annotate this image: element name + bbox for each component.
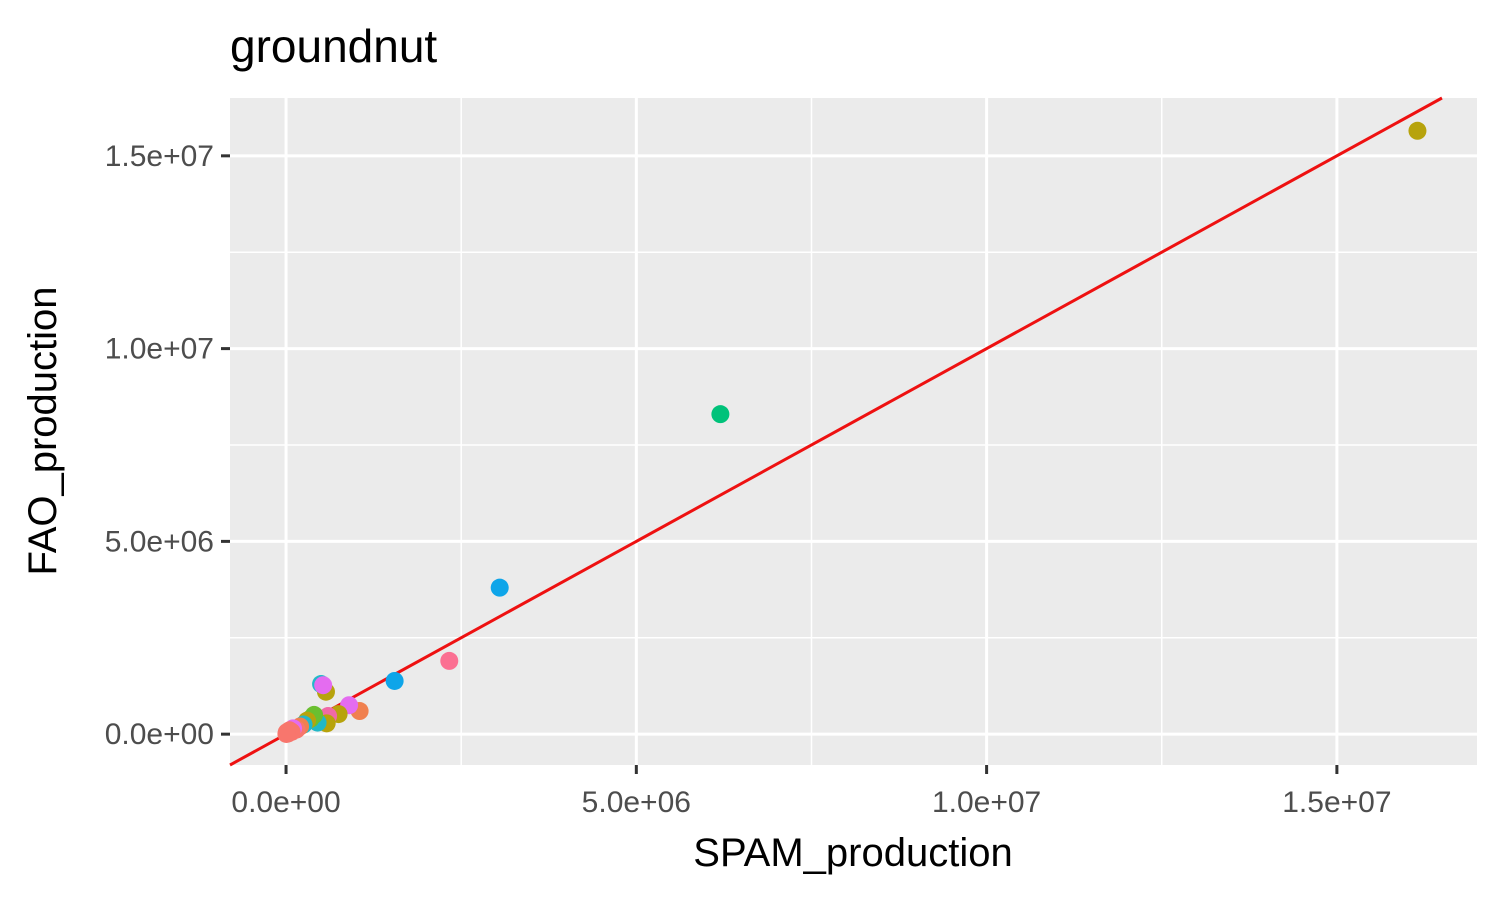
data-point — [711, 405, 730, 424]
x-axis: 0.0e+00 5.0e+06 1.0e+07 1.5e+07 — [231, 765, 1392, 819]
x-tick-label: 0.0e+00 — [231, 786, 340, 819]
x-axis-title: SPAM_production — [693, 831, 1012, 875]
x-tick-label: 1.5e+07 — [1282, 786, 1391, 819]
plot-panel — [230, 98, 1477, 765]
data-point — [277, 724, 296, 743]
data-point — [490, 578, 509, 597]
x-tick-label: 1.0e+07 — [932, 786, 1041, 819]
data-point — [440, 651, 459, 670]
chart-title: groundnut — [230, 20, 437, 72]
y-tick-label: 1.0e+07 — [105, 333, 214, 366]
identity-reference-line — [229, 96, 1443, 767]
x-tick-label: 5.0e+06 — [582, 786, 691, 819]
y-axis: 0.0e+00 5.0e+06 1.0e+07 1.5e+07 — [105, 140, 230, 751]
grid-lines — [230, 98, 1477, 765]
y-tick-label: 0.0e+00 — [105, 718, 214, 751]
y-tick-label: 5.0e+06 — [105, 525, 214, 558]
y-tick-label: 1.5e+07 — [105, 140, 214, 173]
data-point — [1408, 121, 1427, 140]
y-axis-title: FAO_production — [21, 286, 65, 575]
data-point — [314, 676, 333, 695]
data-point — [385, 671, 404, 690]
data-points — [277, 121, 1427, 743]
